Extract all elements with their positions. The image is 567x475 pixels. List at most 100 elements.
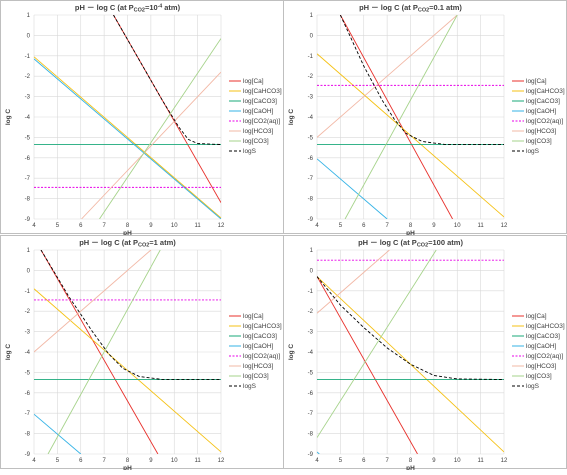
x-tick-label: 6 [362, 223, 366, 229]
legend-label: log[CaOH] [526, 108, 557, 115]
series-line-log-ca- [339, 15, 453, 219]
x-tick-label: 9 [432, 223, 436, 229]
y-tick-label: 0 [310, 33, 314, 39]
series-line-log-co3- [47, 250, 161, 454]
y-tick-label: -4 [25, 115, 31, 121]
legend-label: logS [243, 148, 257, 155]
legend-label: log[Ca] [243, 78, 264, 85]
x-tick-label: 6 [79, 223, 83, 229]
x-tick-label: 6 [79, 458, 83, 464]
y-tick-label: 1 [310, 248, 314, 254]
legend-label: log[HCO3] [243, 363, 274, 370]
y-tick-label: 0 [27, 268, 31, 274]
y-axis-title: log C [5, 344, 12, 361]
chart-title: pH － log C (at PCO2=10-4 atm) [75, 3, 181, 14]
y-tick-label: -4 [308, 115, 314, 121]
legend-label: log[CO2(aq)] [243, 353, 280, 360]
x-tick-label: 5 [339, 223, 343, 229]
legend-label: log[CO3] [243, 373, 269, 380]
series-line-log-hco3- [317, 250, 390, 314]
x-tick-label: 10 [454, 223, 461, 229]
series-line-logs [339, 15, 504, 145]
y-tick-label: -2 [308, 309, 314, 315]
x-tick-label: 12 [218, 458, 225, 464]
x-tick-label: 4 [32, 223, 36, 229]
x-tick-label: 8 [409, 458, 413, 464]
x-tick-label: 7 [385, 223, 389, 229]
chart-title: pH － log C (at PCO2=0.1 atm) [359, 3, 462, 14]
y-tick-label: -5 [308, 370, 314, 376]
x-tick-label: 9 [149, 458, 153, 464]
x-tick-label: 6 [362, 458, 366, 464]
y-tick-label: -3 [25, 330, 31, 336]
series-line-log-hco3- [81, 71, 221, 219]
y-axis-title: log C [5, 109, 12, 126]
chart-title-subscript: CO2 [418, 8, 429, 14]
chart-title-rest: =0.1 atm) [429, 3, 462, 12]
x-tick-label: 10 [171, 223, 178, 229]
chart-title: pH － log C (at PCO2=1 atm) [79, 238, 176, 249]
legend-label: log[CaCO3] [243, 98, 277, 105]
series-line-log-caoh- [317, 451, 320, 454]
legend-label: logS [243, 383, 257, 390]
legend-label: logS [526, 383, 540, 390]
legend-label: log[CO2(aq)] [526, 353, 563, 360]
y-tick-label: -9 [308, 452, 314, 458]
series-line-log-cahco3- [317, 276, 504, 453]
y-axis-title: log C [288, 344, 295, 361]
series-line-log-co3- [99, 38, 221, 219]
legend-label: log[HCO3] [526, 128, 557, 135]
chart-title-subscript: CO2 [138, 243, 149, 249]
x-tick-label: 4 [32, 458, 36, 464]
y-tick-label: -2 [308, 74, 314, 80]
y-tick-label: -9 [25, 452, 31, 458]
x-tick-label: 10 [171, 458, 178, 464]
y-tick-label: -8 [308, 432, 314, 438]
x-tick-label: 4 [315, 458, 319, 464]
chart-4-svg: pH － log C (at PCO2=100 atm)10-1-2-3-4-5… [288, 238, 565, 472]
y-tick-label: -8 [25, 432, 31, 438]
y-tick-label: -1 [25, 289, 31, 295]
y-tick-label: 0 [27, 33, 31, 39]
x-tick-label: 12 [501, 223, 508, 229]
chart-title: pH － log C (at PCO2=100 atm) [358, 238, 463, 249]
y-tick-label: 1 [27, 13, 31, 19]
series-line-logs [317, 276, 504, 380]
legend-label: log[HCO3] [526, 363, 557, 370]
series-line-log-ca- [317, 276, 418, 454]
series-group [34, 250, 221, 454]
legend-label: log[CO3] [243, 138, 269, 145]
series-line-log-caoh- [317, 158, 388, 219]
y-tick-label: -6 [308, 391, 314, 397]
y-tick-label: 0 [310, 268, 314, 274]
y-tick-label: -6 [308, 156, 314, 162]
y-tick-label: -8 [25, 197, 31, 203]
y-tick-label: -3 [308, 330, 314, 336]
x-tick-label: 5 [56, 458, 60, 464]
y-tick-label: -5 [308, 135, 314, 141]
y-tick-label: -1 [308, 54, 314, 60]
x-axis-title: pH [406, 230, 415, 235]
series-line-logs [40, 250, 221, 380]
series-line-log-cahco3- [34, 56, 221, 219]
chart-3-svg: pH － log C (at PCO2=1 atm)10-1-2-3-4-5-6… [5, 238, 282, 472]
x-tick-label: 10 [454, 458, 461, 464]
legend-label: log[Ca] [526, 78, 547, 85]
y-tick-label: -4 [25, 350, 31, 356]
series-line-log-caoh- [34, 58, 221, 219]
chart-panel-1: pH － log C (at PCO2=10-4 atm) 1 0 -1 -2 -3 -4-… [0, 0, 284, 237]
x-tick-label: 8 [126, 223, 130, 229]
y-tick-label: -3 [25, 95, 31, 101]
x-tick-label: 4 [315, 223, 319, 229]
chart-2-svg: pH － log C (at PCO2=0.1 atm) 10 -1 -2 -3 -4 -5… [288, 3, 565, 237]
y-tick-label: -3 [308, 95, 314, 101]
x-tick-label: 5 [56, 223, 60, 229]
chart-title-unit: atm) [162, 3, 180, 12]
x-tick-label: 7 [102, 458, 106, 464]
y-tick-label: -7 [25, 411, 31, 417]
y-tick-label: -5 [25, 370, 31, 376]
legend-label: log[CaHCO3] [526, 323, 565, 330]
legend-label: logS [526, 148, 540, 155]
chart-title-rest: =1 atm) [149, 238, 176, 247]
y-tick-label: -7 [308, 176, 314, 182]
